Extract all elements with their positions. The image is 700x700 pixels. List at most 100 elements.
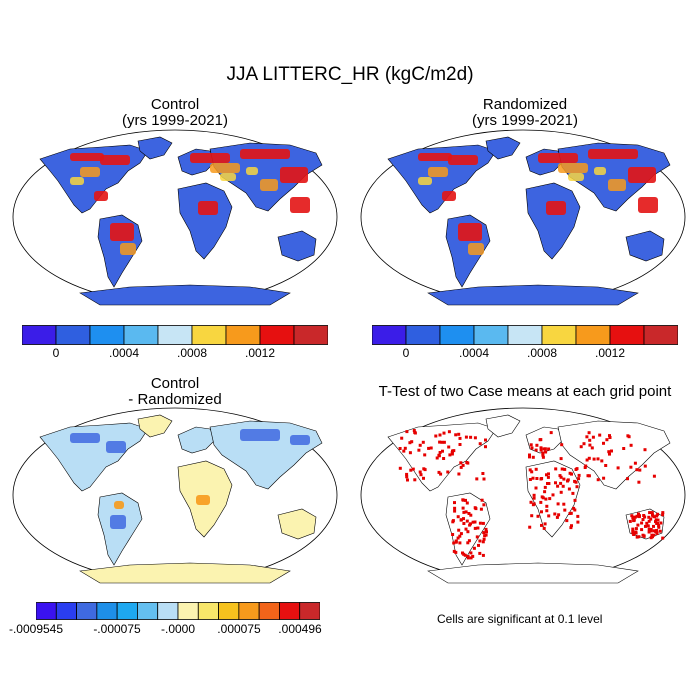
negative-region-1 (106, 441, 126, 453)
significant-cell-270 (545, 473, 548, 477)
significant-cell-146 (577, 477, 581, 481)
significant-cell-74 (452, 549, 456, 553)
significant-cell-235 (558, 474, 562, 478)
significant-cell-215 (547, 514, 551, 518)
high-region-randomized-2 (538, 153, 578, 163)
significant-cell-62 (403, 446, 407, 450)
significant-cell-294 (654, 518, 658, 522)
significant-cell-189 (587, 456, 591, 460)
significant-cell-16 (413, 478, 417, 482)
high-region-randomized-7 (638, 197, 658, 213)
significant-cell-219 (532, 493, 536, 497)
significant-cell-285 (640, 528, 644, 532)
significant-cell-49 (450, 452, 454, 456)
panel-title-ttest-line1: T-Test of two Case means at each grid po… (378, 383, 672, 400)
colorbar-randomized-swatch-4 (507, 325, 543, 345)
colorbar-control-swatch-0 (22, 325, 57, 345)
significant-cell-212 (543, 490, 547, 494)
significant-cell-117 (482, 503, 486, 507)
significant-cell-50 (409, 468, 413, 472)
warm-region-control-2 (260, 179, 278, 191)
significant-cell-114 (461, 498, 465, 502)
significant-cell-276 (570, 524, 573, 528)
significant-cell-151 (560, 443, 564, 447)
colorbar-difference-swatch-3 (96, 602, 118, 620)
significant-cell-232 (542, 526, 546, 530)
significant-cell-187 (541, 451, 545, 455)
significant-cell-38 (481, 472, 485, 475)
significant-cell-13 (484, 438, 487, 442)
significant-cell-128 (478, 521, 482, 525)
significant-cell-225 (540, 510, 543, 514)
significant-cell-183 (539, 448, 543, 452)
colorbar-difference-tick-0: -.0009545 (8, 622, 64, 636)
high-region-randomized-0 (418, 153, 452, 161)
significant-cell-123 (462, 510, 466, 514)
significant-cell-121 (480, 498, 484, 502)
warm-region-control-3 (120, 243, 136, 255)
panel-title-randomized-line1: Randomized (482, 96, 568, 113)
significant-cell-222 (528, 525, 532, 529)
panel-title-randomized-line2: (yrs 1999-2021) (472, 112, 578, 129)
significant-cell-41 (427, 446, 431, 450)
high-region-randomized-5 (458, 223, 482, 241)
significant-cell-126 (481, 553, 485, 557)
significant-cell-77 (451, 533, 455, 536)
significant-cell-231 (528, 478, 532, 481)
significant-cell-292 (661, 536, 665, 540)
significant-cell-109 (462, 522, 466, 525)
significant-cell-317 (635, 514, 639, 518)
significant-cell-324 (645, 521, 649, 525)
significant-cell-313 (648, 511, 652, 515)
significant-cell-278 (559, 475, 563, 479)
significant-cell-85 (481, 521, 485, 525)
significant-cell-57 (405, 430, 409, 434)
significant-cell-32 (437, 470, 441, 474)
significant-cell-204 (622, 447, 626, 450)
significant-cell-339 (651, 514, 655, 518)
colorbar-randomized-labels: 0 .0004 .0008 .0012 (372, 346, 678, 362)
significant-cell-234 (539, 500, 543, 504)
significant-cell-45 (398, 447, 402, 450)
significant-cell-12 (408, 451, 412, 455)
warm-region-control-0 (80, 167, 100, 177)
high-region-randomized-6 (546, 201, 566, 215)
colorbar-difference-swatch-10 (238, 602, 260, 620)
colorbar-randomized-swatch-1 (405, 325, 441, 345)
significant-cell-56 (413, 430, 417, 434)
significant-cell-78 (465, 519, 469, 523)
colorbar-control-labels: 0 .0004 .0008 .0012 (22, 346, 328, 362)
significant-cell-88 (469, 556, 473, 560)
significant-cell-42 (417, 448, 421, 452)
high-region-control-6 (198, 201, 218, 215)
significant-cell-267 (540, 477, 544, 480)
significant-cell-110 (482, 531, 486, 535)
significant-cell-240 (575, 485, 579, 489)
land-north-america (387, 422, 497, 492)
significant-cell-237 (532, 496, 536, 500)
land-africa (525, 182, 581, 260)
negative-region-0 (70, 433, 100, 443)
significant-cell-255 (566, 479, 569, 483)
significant-cell-160 (604, 464, 608, 467)
colorbar-randomized-tick-2: .0008 (526, 346, 558, 360)
significant-cell-40 (447, 430, 451, 434)
land-greenland (137, 136, 173, 160)
significant-cell-132 (459, 518, 463, 522)
significant-cell-281 (630, 514, 634, 518)
significant-cell-174 (610, 449, 613, 453)
significant-cell-332 (628, 519, 632, 523)
significant-cell-135 (478, 539, 482, 543)
significant-cell-185 (547, 447, 551, 451)
significant-cell-31 (437, 453, 441, 457)
significant-cell-0 (442, 457, 446, 460)
mid-region-randomized-0 (418, 177, 432, 185)
colorbar-difference-swatch-6 (157, 602, 179, 620)
significant-cell-337 (649, 529, 653, 533)
map-control (12, 129, 338, 306)
significant-cell-186 (542, 447, 546, 451)
colorbar-difference-tick-3: .000075 (217, 622, 261, 636)
significant-cell-195 (587, 474, 591, 478)
significant-cell-97 (466, 556, 470, 560)
significant-cell-228 (534, 467, 538, 471)
